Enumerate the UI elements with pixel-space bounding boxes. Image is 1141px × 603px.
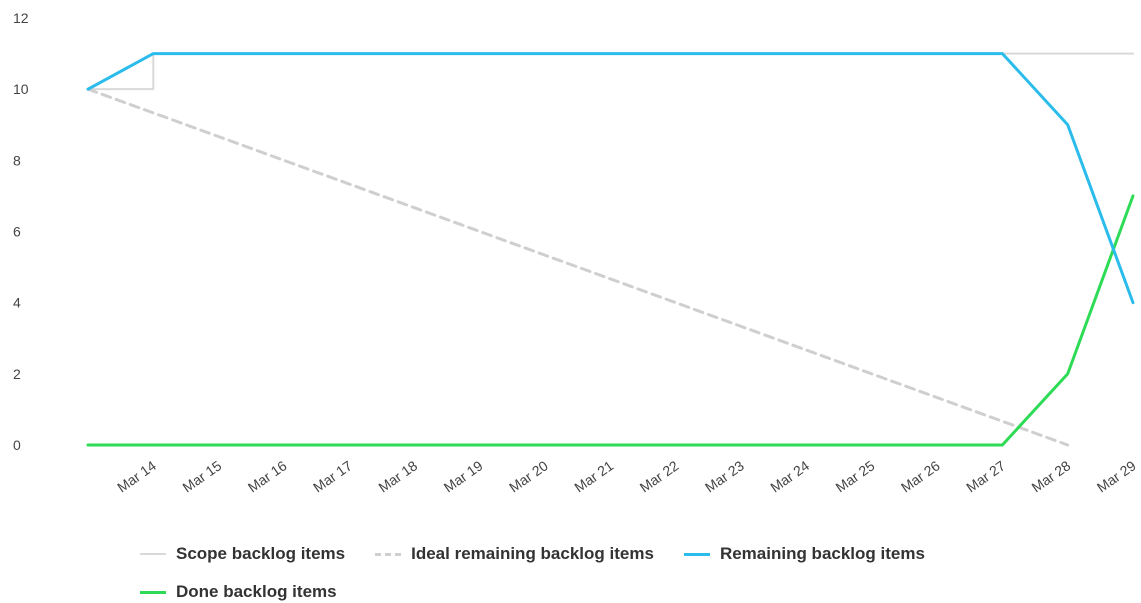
legend-item-remaining-backlog-items[interactable]: Remaining backlog items [683,543,925,565]
x-tick-label: Mar 18 [375,457,420,495]
legend-label: Ideal remaining backlog items [411,544,654,563]
series-layer [86,52,1135,447]
x-tick-label: Mar 23 [702,457,747,495]
legend-item-scope-backlog-items[interactable]: Scope backlog items [140,543,345,565]
legend-swatch [140,553,166,555]
y-tick-label: 4 [13,295,21,311]
y-tick-label: 2 [13,366,21,382]
y-tick-label: 0 [13,437,21,453]
y-tick-label: 10 [13,81,29,97]
legend-label: Scope backlog items [176,544,346,563]
x-tick-label: Mar 17 [310,457,355,495]
legend-item-ideal-remaining-backlog-items[interactable]: Ideal remaining backlog items [375,543,654,565]
x-axis: Mar 14 Mar 15 Mar 16 Mar 17 Mar 18 Mar 19 Mar … [114,457,1139,495]
y-axis: 0 2 4 6 8 10 12 [13,10,29,453]
legend-label: Done backlog items [176,582,337,601]
legend-swatch [683,552,710,556]
x-tick-label: Mar 29 [1094,457,1139,495]
legend-label: Remaining backlog items [719,544,925,563]
x-tick-label: Mar 20 [506,457,551,495]
x-tick-label: Mar 25 [833,457,878,495]
y-tick-label: 8 [13,152,21,168]
x-tick-label: Mar 28 [1029,457,1074,495]
x-tick-label: Mar 14 [114,457,159,495]
series-line-ideal-remaining-backlog-items[interactable] [86,87,1070,447]
series-line-scope-backlog-items[interactable] [87,52,1134,91]
y-tick-label: 12 [13,10,29,26]
x-tick-label: Mar 24 [767,457,812,495]
x-tick-label: Mar 19 [441,457,486,495]
x-tick-label: Mar 21 [571,457,616,495]
series-line-remaining-backlog-items[interactable] [86,52,1135,305]
legend-swatch [140,590,166,594]
x-tick-label: Mar 16 [245,457,290,495]
series-line-done-backlog-items[interactable] [86,194,1135,447]
x-tick-label: Mar 26 [898,457,943,495]
x-tick-label: Mar 22 [637,457,682,495]
y-tick-label: 6 [13,224,21,240]
legend-swatch [375,552,402,556]
legend-item-done-backlog-items[interactable]: Done backlog items [140,581,337,603]
burndown-chart: 0 2 4 6 8 10 12 Mar 14 Mar 15 Mar 16 Mar 17 Mar 18… [13,10,1139,495]
x-tick-label: Mar 27 [963,457,1008,495]
x-tick-label: Mar 15 [179,457,224,495]
chart-legend: Scope backlog items Ideal remaining backl… [140,543,1100,603]
